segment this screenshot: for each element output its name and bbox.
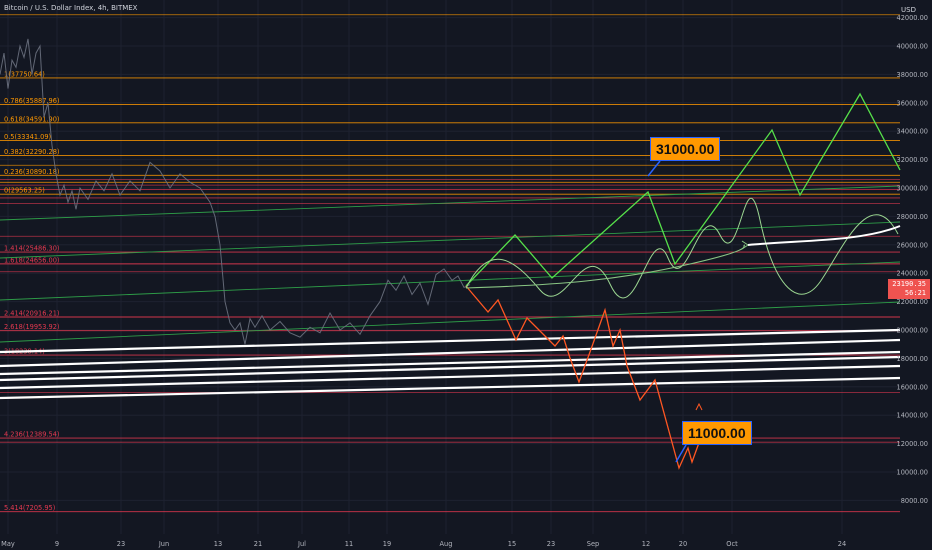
x-tick-label: May: [1, 540, 15, 548]
target-upper-label: 31000.00: [656, 141, 715, 157]
y-tick-label: 8000.00: [901, 497, 928, 505]
y-tick-label: 22000.00: [897, 298, 928, 306]
white-line: [0, 355, 901, 382]
trendlines: [0, 185, 901, 343]
projected-white-path: [747, 225, 901, 246]
x-tick-label: 19: [383, 540, 391, 548]
x-tick-label: 21: [254, 540, 262, 548]
white-line: [0, 364, 901, 390]
y-tick-label: 36000.00: [897, 99, 928, 107]
x-tick-label: Jun: [158, 540, 169, 548]
trendline: [0, 261, 901, 301]
x-tick-label: 20: [679, 540, 687, 548]
y-tick-label: 40000.00: [897, 43, 928, 51]
fib-levels: 1.414(44480.59)1(37750.64)0.786(35887.96…: [0, 14, 900, 512]
y-tick-label: 30000.00: [897, 185, 928, 193]
y-tick-label: 24000.00: [897, 270, 928, 278]
fib-label: 0.236(30890.18): [4, 168, 59, 176]
wave-path: [465, 197, 899, 299]
x-tick-label: Aug: [440, 540, 453, 548]
callout-pointer: [675, 444, 687, 463]
white-line: [0, 328, 901, 354]
fib-label: 1.414(25486.30): [4, 245, 59, 253]
y-axis: 8000.00 10000.00 12000.00 14000.00 16000.00 1…: [897, 14, 928, 505]
y-tick-label: 32000.00: [897, 156, 928, 164]
grid: [0, 0, 900, 534]
fib-label: 0.786(35887.96): [4, 97, 59, 105]
fib-label: 0.5(33341.09): [4, 133, 51, 141]
trendline: [0, 185, 901, 221]
callout-pointer: [647, 160, 661, 177]
y-tick-label: 14000.00: [897, 412, 928, 420]
arrow-icon: [695, 402, 703, 411]
y-tick-label: 38000.00: [897, 71, 928, 79]
price-line: [0, 38, 471, 345]
fib-label: 0(29563.25): [4, 187, 45, 195]
x-tick-label: 23: [547, 540, 555, 548]
x-tick-label: Sep: [587, 540, 599, 548]
y-tick-label: 34000.00: [897, 128, 928, 136]
y-tick-label: 28000.00: [897, 213, 928, 221]
y-tick-label: 12000.00: [897, 440, 928, 448]
fib-label: 1(37750.64): [4, 70, 45, 78]
trendline: [0, 221, 901, 259]
last-price: 23190.35: [892, 280, 926, 288]
target-callout-lower[interactable]: 11000.00: [682, 421, 752, 445]
white-line: [0, 338, 901, 368]
y-tick-label: 20000.00: [897, 327, 928, 335]
fib-label: 2.414(20916.21): [4, 309, 59, 317]
y-tick-label: 16000.00: [897, 383, 928, 391]
fib-label: 1.618(24656.00): [4, 256, 59, 264]
currency-label: USD: [901, 6, 916, 14]
bear-zigzag: [465, 285, 701, 470]
white-line: [0, 376, 901, 400]
x-axis: May 9 23 Jun 13 21 Jul 11 19 Aug 15 23 Sep 12 20 Oct 24: [1, 540, 846, 548]
x-tick-label: 15: [508, 540, 516, 548]
fib-label: 0.618(34591.90): [4, 115, 59, 123]
x-tick-label: 24: [838, 540, 846, 548]
fib-label: 5.414(7205.95): [4, 504, 55, 512]
x-tick-label: 9: [55, 540, 59, 548]
y-tick-label: 26000.00: [897, 241, 928, 249]
x-tick-label: 23: [117, 540, 125, 548]
projected-path: [465, 244, 746, 289]
chart-title: Bitcoin / U.S. Dollar Index, 4h, BITMEX: [4, 4, 138, 12]
x-tick-label: 12: [642, 540, 650, 548]
trendline: [0, 301, 901, 343]
x-tick-label: 11: [345, 540, 353, 548]
x-tick-label: 13: [214, 540, 222, 548]
y-tick-label: 42000.00: [897, 14, 928, 22]
y-tick-label: 18000.00: [897, 355, 928, 363]
target-callout-upper[interactable]: 31000.00: [650, 137, 721, 161]
fib-label: 0.382(32290.28): [4, 148, 59, 156]
white-line: [0, 350, 901, 376]
last-price-badge: 23190.35 56:21: [888, 279, 930, 299]
candle-countdown: 56:21: [904, 289, 926, 297]
x-tick-label: Oct: [726, 540, 738, 548]
bull-zigzag: [465, 92, 901, 287]
fib-label: 4.236(12389.54): [4, 431, 59, 439]
fib-label: 2.618(19953.92): [4, 323, 59, 331]
white-channel: [0, 328, 901, 400]
x-tick-label: Jul: [297, 540, 306, 548]
y-tick-label: 10000.00: [897, 469, 928, 477]
target-lower-label: 11000.00: [688, 425, 746, 441]
